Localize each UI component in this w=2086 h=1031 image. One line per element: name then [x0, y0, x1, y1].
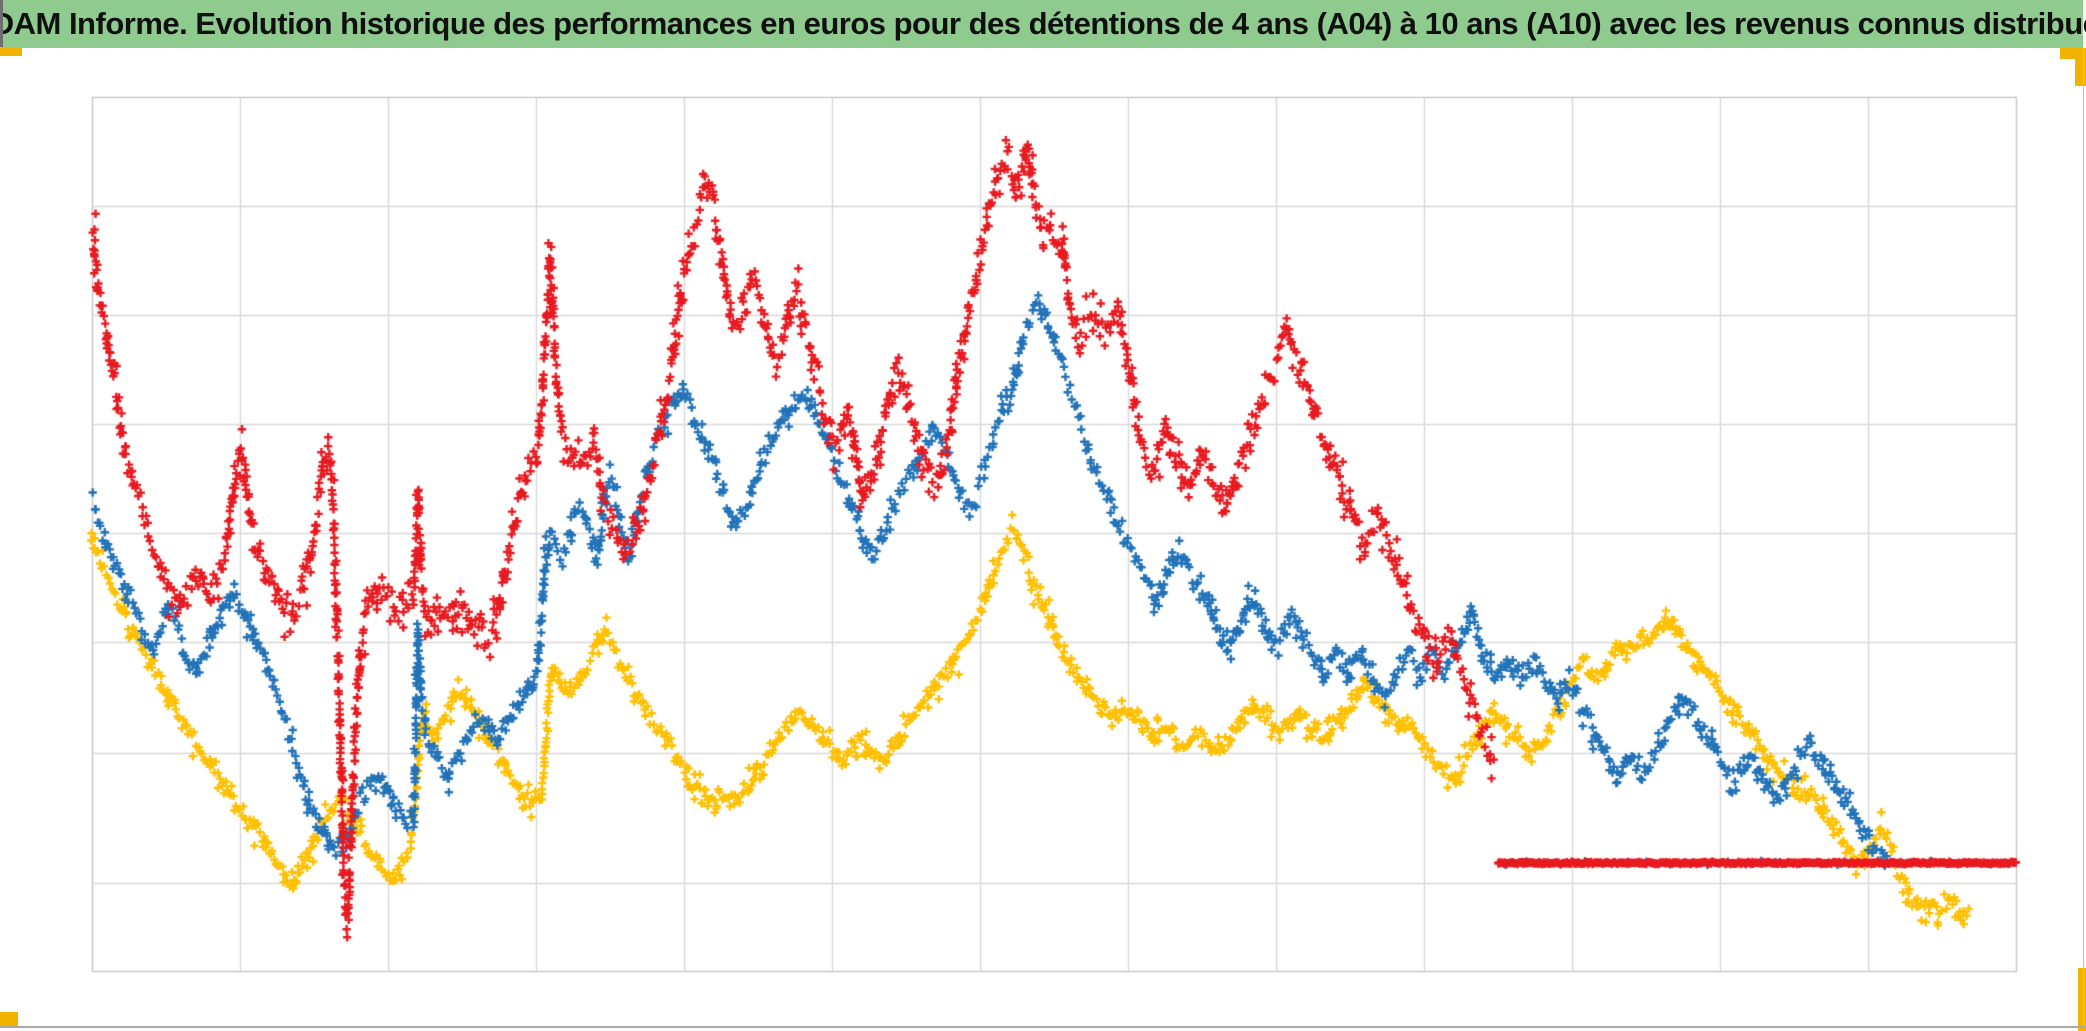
accent-bottom-left-bar	[0, 1012, 18, 1027]
accent-top-right-corner-v	[2075, 48, 2086, 86]
accent-top-right-corner-h	[2060, 48, 2086, 59]
banner-left-edge	[0, 0, 3, 48]
bottom-border-line	[0, 1026, 2086, 1028]
accent-top-left-bar	[0, 47, 22, 56]
title-banner: ADAM Informe. Evolution historique des p…	[0, 0, 2086, 48]
accent-bottom-right-bar	[2078, 968, 2086, 1031]
page-title: ADAM Informe. Evolution historique des p…	[0, 6, 2086, 41]
right-border-line	[2083, 48, 2084, 1026]
